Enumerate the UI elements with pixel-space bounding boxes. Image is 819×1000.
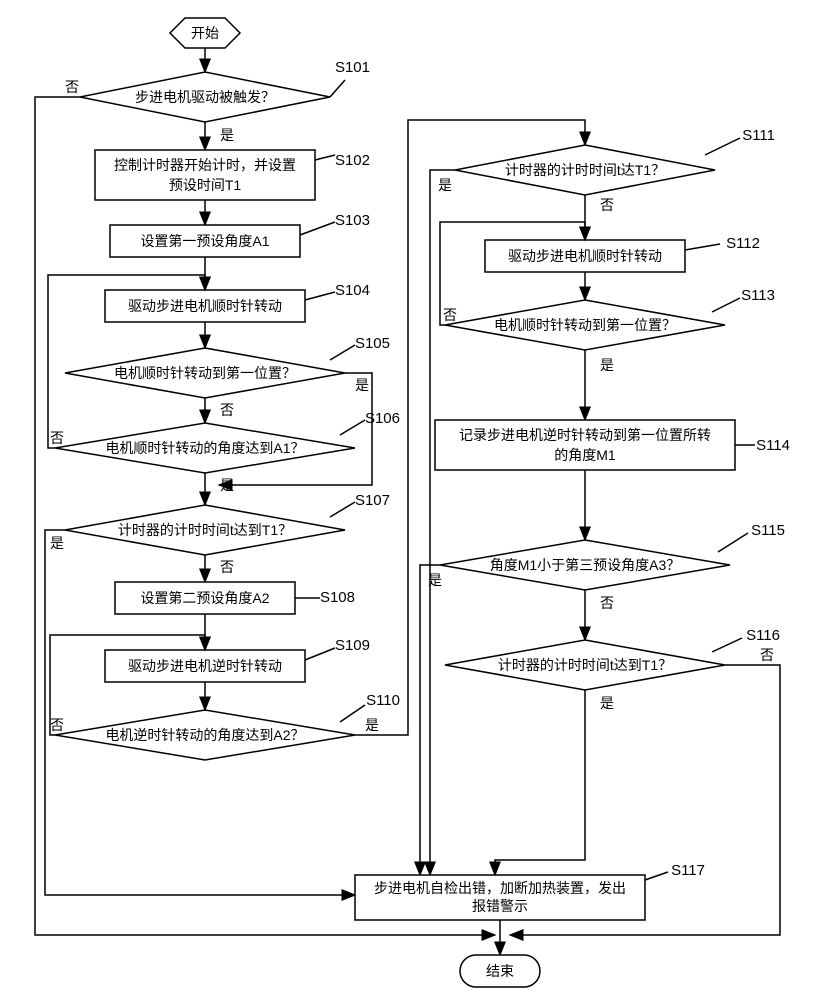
s108-text: 设置第二预设角度A2: [140, 590, 269, 606]
s108-step: S108: [320, 589, 355, 606]
start-label: 开始: [191, 25, 219, 41]
s103-text: 设置第一预设角度A1: [140, 233, 269, 249]
s113-text: 电机顺时针转动到第一位置？: [494, 317, 676, 333]
s112-text: 驱动步进电机顺时针转动: [508, 248, 662, 264]
s111-text: 计时器的计时时间t达T1？: [505, 162, 665, 178]
s110-step: S110: [366, 692, 400, 709]
s115-no: 否: [600, 595, 614, 611]
s105-text: 电机顺时针转动到第一位置？: [114, 365, 296, 381]
s105-step: S105: [355, 335, 390, 352]
s113-yes: 是: [600, 357, 614, 373]
s114-step: S114: [756, 437, 790, 454]
s115-yes: 是: [428, 572, 442, 588]
s116-step: S116: [746, 627, 780, 644]
s110-no: 否: [50, 717, 64, 733]
s106-yes: 是: [220, 477, 234, 493]
s114-text2: 的角度M1: [554, 447, 616, 463]
s102-text2: 预设时间T1: [169, 177, 242, 193]
s115-step: S115: [751, 522, 785, 539]
s114-text1: 记录步进电机逆时针转动到第一位置所转: [459, 427, 711, 443]
s101-text: 步进电机驱动被触发？: [135, 89, 275, 105]
s102-text1: 控制计时器开始计时，并设置: [114, 157, 296, 173]
s109-text: 驱动步进电机逆时针转动: [128, 658, 282, 674]
s116-yes: 是: [600, 695, 614, 711]
s111-step: S111: [742, 127, 775, 144]
s117-text2: 报错警示: [472, 898, 528, 914]
s111-yes: 是: [438, 177, 452, 193]
s101-step: S101: [335, 59, 370, 76]
s113-step: S113: [741, 287, 775, 304]
s111-no: 否: [600, 197, 614, 213]
s110-text: 电机逆时针转动的角度达到A2？: [105, 727, 304, 743]
s101-yes: 是: [220, 127, 234, 143]
s106-step: S106: [365, 410, 400, 427]
s105-yes: 是: [355, 377, 369, 393]
s116-no: 否: [760, 647, 774, 663]
s110-yes: 是: [365, 717, 379, 733]
s109-step: S109: [335, 637, 370, 654]
s107-no: 否: [220, 559, 234, 575]
s103-step: S103: [335, 212, 370, 229]
s104-step: S104: [335, 282, 370, 299]
s113-no: 否: [443, 307, 457, 323]
s116-text: 计时器的计时时间t达到T1？: [498, 657, 672, 673]
s101-no: 否: [65, 79, 79, 95]
end-label: 结束: [486, 963, 514, 979]
s117-step: S117: [671, 862, 705, 879]
s105-no: 否: [220, 402, 234, 418]
s117-text1: 步进电机自检出错，加断加热装置，发出: [374, 880, 626, 896]
s104-text: 驱动步进电机顺时针转动: [128, 298, 282, 314]
s106-no: 否: [50, 430, 64, 446]
s112-step: S112: [726, 235, 760, 252]
s107-step: S107: [355, 492, 390, 509]
s115-text: 角度M1小于第三预设角度A3？: [490, 557, 681, 573]
s106-text: 电机顺时针转动的角度达到A1？: [105, 440, 304, 456]
s107-text: 计时器的计时时间t达到T1？: [118, 522, 292, 538]
s102-step: S102: [335, 152, 370, 169]
s107-yes: 是: [50, 535, 64, 551]
